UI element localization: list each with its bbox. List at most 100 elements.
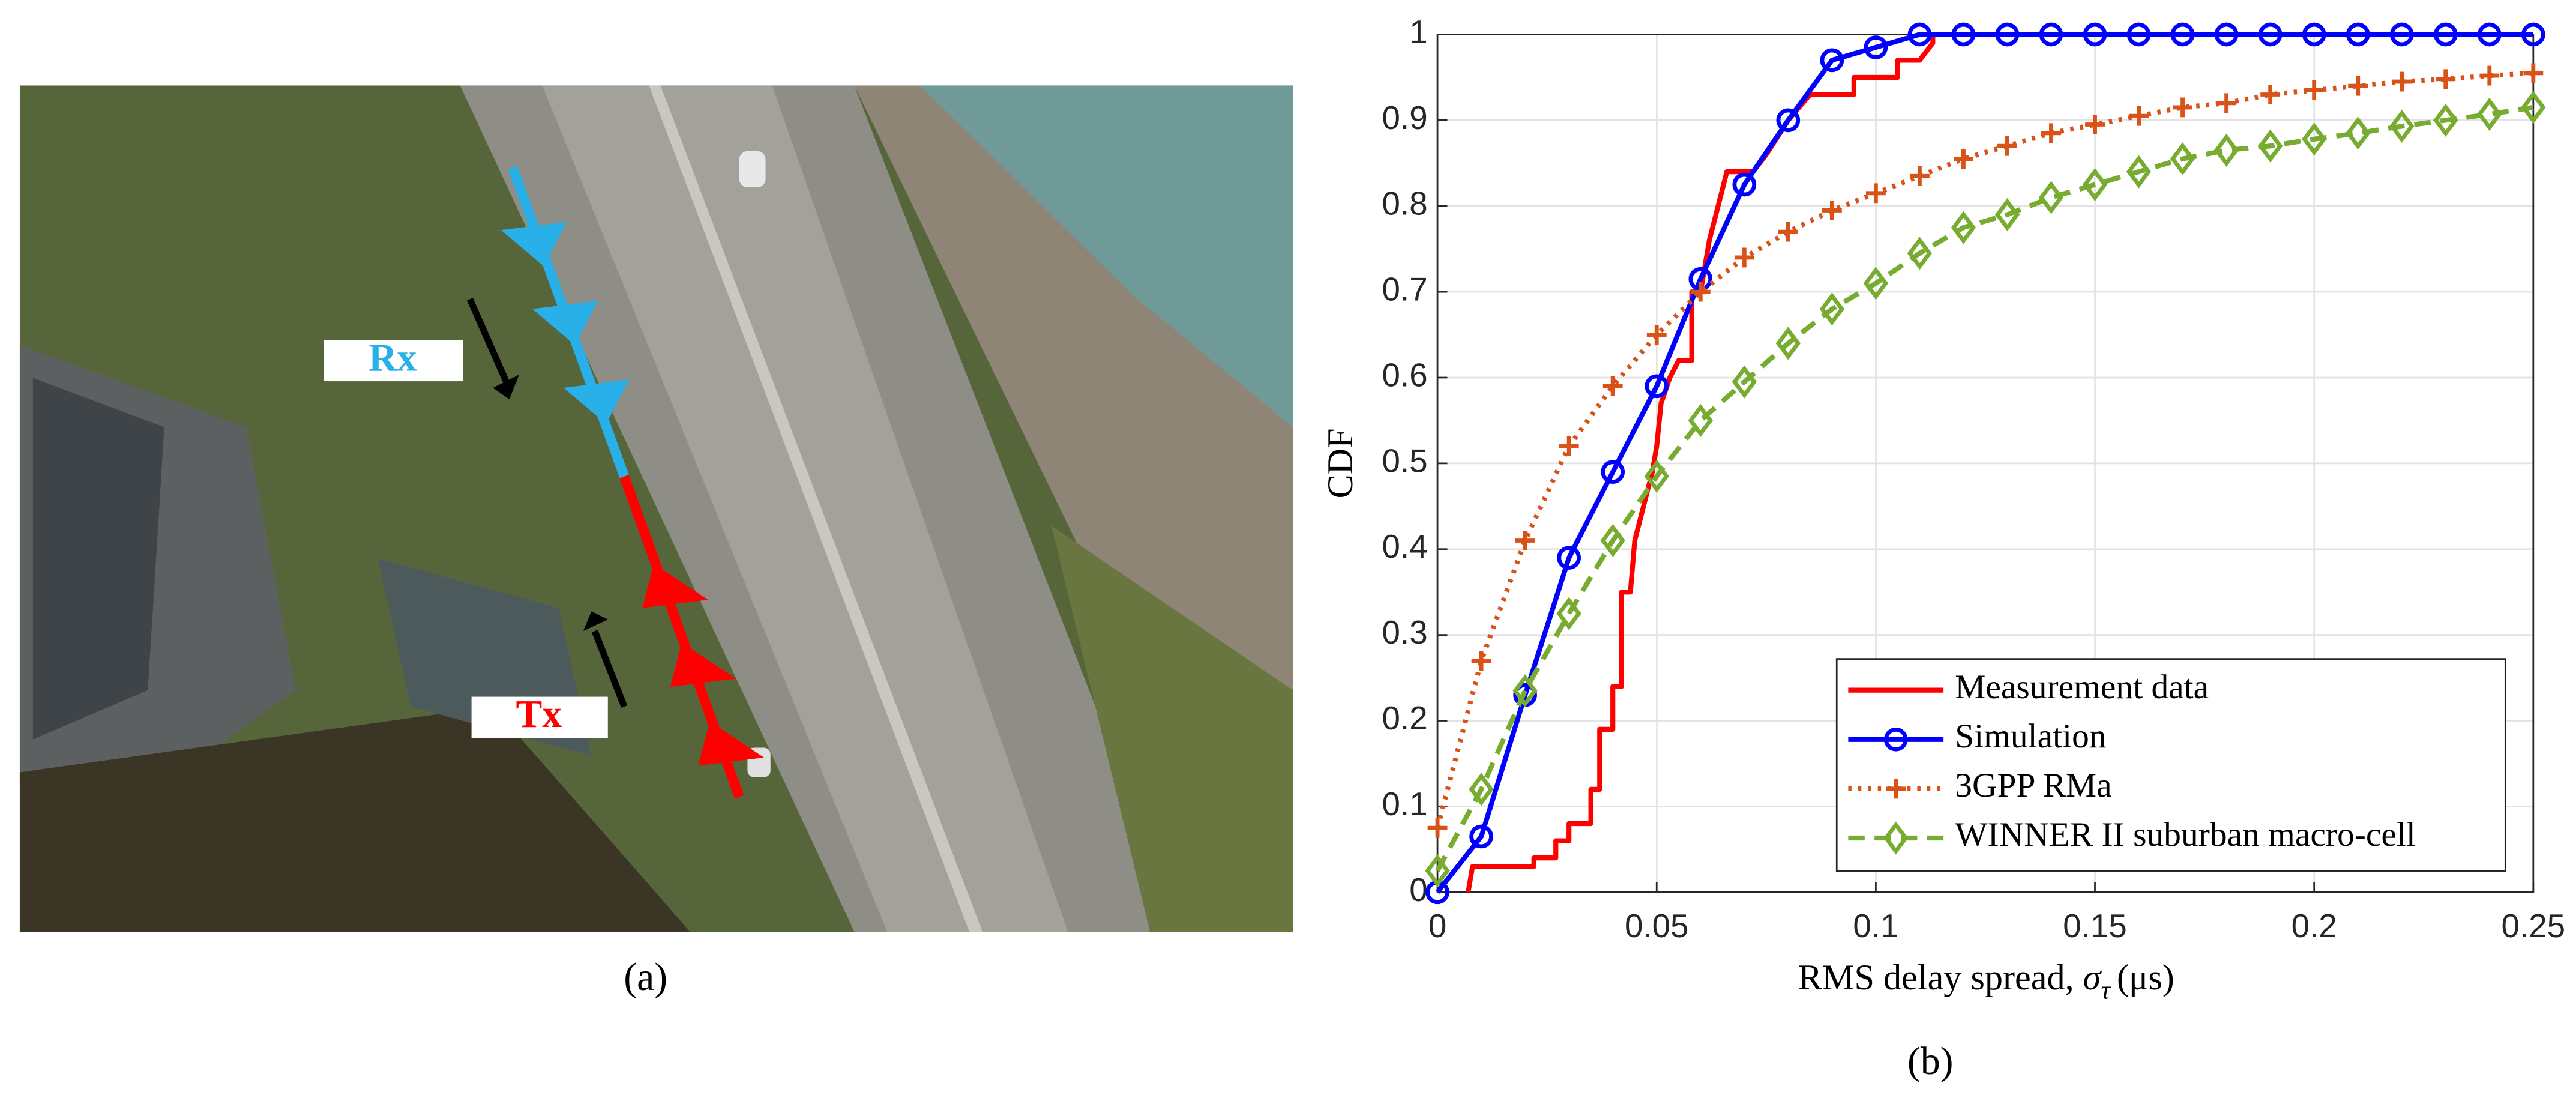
legend-marker — [1886, 779, 1906, 799]
point — [2521, 22, 2545, 47]
point — [1863, 267, 1889, 300]
y-tick-label: 0.3 — [1382, 614, 1428, 651]
point — [2348, 76, 2368, 96]
point — [2126, 22, 2151, 47]
point — [1778, 222, 1798, 242]
point — [1864, 35, 1888, 59]
point — [2085, 115, 2105, 134]
point — [1602, 376, 1623, 396]
point — [1732, 172, 1757, 197]
point — [1997, 136, 2017, 156]
series-line — [1435, 32, 2533, 894]
x-tick-label: 0.05 — [1625, 907, 1689, 944]
point — [2301, 122, 2327, 156]
point — [2523, 63, 2544, 83]
point — [1646, 325, 1667, 345]
point — [1469, 824, 1493, 849]
point — [1469, 773, 1494, 806]
point — [1425, 854, 1450, 888]
x-tick-label: 0.15 — [2063, 907, 2127, 944]
y-axis-label: CDF — [1320, 428, 1361, 498]
point — [1995, 22, 2020, 47]
x-axis-label: RMS delay spread, στ (μs) — [1798, 958, 2174, 1004]
y-tick-label: 1 — [1409, 13, 1427, 50]
point — [2173, 97, 2193, 118]
y-tick-label: 0.7 — [1382, 271, 1428, 308]
point — [1515, 531, 1535, 550]
point — [1909, 166, 1930, 186]
point — [1734, 247, 1754, 268]
point — [2389, 22, 2414, 47]
point — [2039, 22, 2063, 47]
point — [1556, 597, 1581, 630]
point — [2477, 22, 2502, 47]
point — [1644, 459, 1669, 493]
point — [2216, 93, 2237, 113]
legend-marker — [1883, 821, 1909, 855]
x-tick-label: 0.2 — [2292, 907, 2337, 944]
point — [1951, 22, 1976, 47]
legend-label: Simulation — [1955, 717, 2106, 755]
legend-label: WINNER II suburban macro-cell — [1955, 816, 2416, 854]
point — [2433, 103, 2458, 137]
point — [1688, 403, 1713, 438]
point — [1822, 200, 1842, 220]
legend-label: 3GPP RMa — [1955, 767, 2111, 804]
point — [1559, 436, 1579, 456]
plot: 0 0.1 0.2 0.3 0.4 0.5 0.6 0.7 0.8 0.9 1 0 0.05 0.1 0.1… — [1382, 13, 2566, 944]
point — [1557, 546, 1581, 570]
y-tick-label: 0.2 — [1382, 699, 1428, 737]
series-line — [1466, 32, 2533, 893]
point — [2258, 22, 2283, 47]
y-tick-label: 0.1 — [1382, 785, 1428, 822]
point — [1427, 818, 1448, 838]
point — [2129, 106, 2149, 126]
point — [2126, 155, 2152, 189]
point — [1776, 108, 1801, 133]
point — [2389, 109, 2415, 143]
point — [2392, 71, 2412, 92]
point — [2302, 22, 2326, 47]
x-tick-label: 0.1 — [1853, 907, 1898, 944]
rx-label: Rx — [369, 336, 417, 379]
x-label-subscript: τ — [2101, 976, 2111, 1004]
point — [1820, 48, 1844, 73]
x-tick-label: 0 — [1428, 907, 1446, 944]
point — [2214, 22, 2239, 47]
point — [2213, 133, 2239, 167]
x-tick-label: 0.25 — [2502, 907, 2566, 944]
point — [2038, 181, 2064, 214]
point — [2304, 80, 2325, 100]
tx-label: Tx — [516, 692, 562, 736]
x-label-text: RMS delay spread, — [1798, 958, 2083, 998]
aerial-photo — [19, 85, 1293, 932]
y-tick-label: 0.8 — [1382, 185, 1428, 222]
point — [1732, 365, 1757, 399]
point — [1690, 282, 1711, 302]
point — [1600, 523, 1625, 558]
point — [2170, 22, 2195, 47]
point — [2436, 69, 2456, 89]
point — [1907, 22, 1932, 47]
legend-box — [1835, 658, 2506, 872]
point — [2433, 22, 2458, 47]
point — [2477, 97, 2502, 131]
point — [2082, 167, 2108, 202]
legend-label: Measurement data — [1955, 668, 2209, 706]
y-tick-label: 0 — [1409, 871, 1427, 908]
point — [2346, 116, 2371, 150]
x-label-unit: (μs) — [2117, 958, 2174, 998]
x-label-symbol: σ — [2083, 958, 2102, 998]
point — [2083, 22, 2107, 47]
point — [1601, 460, 1625, 484]
point — [2346, 22, 2370, 47]
point — [1819, 292, 1845, 326]
point — [1865, 183, 1886, 204]
series-line — [1435, 70, 2534, 829]
caption-a: (a) — [624, 955, 667, 999]
point — [1907, 237, 1933, 270]
point — [1994, 198, 2020, 232]
point — [1645, 374, 1669, 399]
